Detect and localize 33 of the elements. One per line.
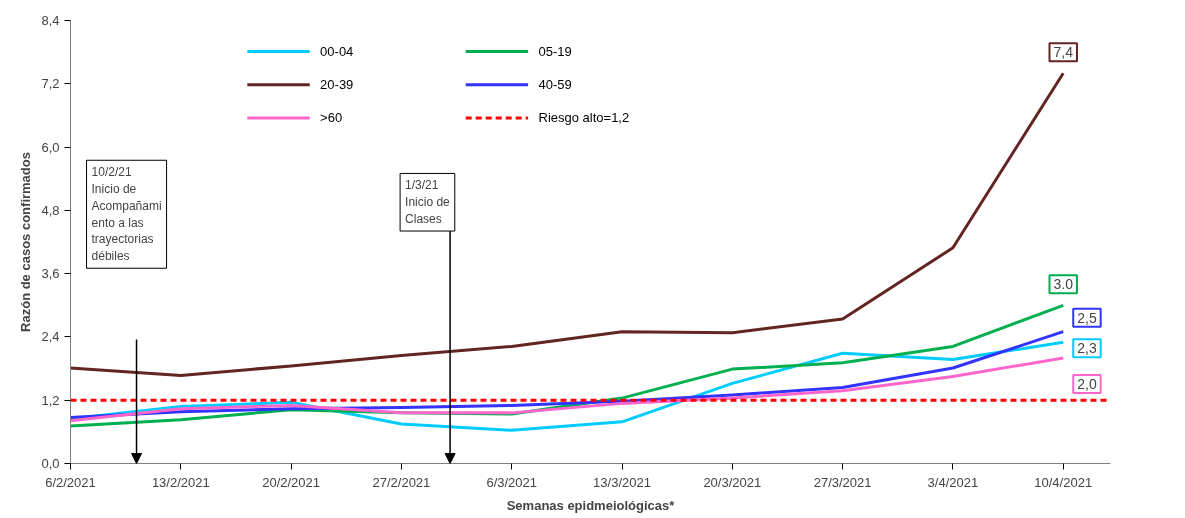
data-label: 2,0	[1077, 376, 1097, 393]
x-tick-label: 13/2/2021	[151, 474, 210, 490]
legend-label: >60	[320, 110, 343, 126]
y-tick-label: 7,2	[41, 76, 60, 92]
legend-label: Riesgo alto=1,2	[538, 110, 630, 126]
legend-label: 00-04	[320, 44, 354, 60]
x-tick-label: 3/4/2021	[927, 474, 979, 490]
y-tick-label: 1,2	[41, 392, 60, 408]
y-tick-label: 6,0	[41, 139, 60, 155]
annotation: 10/2/21 Inicio de Acompañami ento a las trayectorias débiles	[91, 165, 162, 264]
x-tick-label: 27/2/2021	[372, 474, 431, 490]
x-tick-label: 10/4/2021	[1034, 474, 1093, 490]
x-tick-label: 27/3/2021	[813, 474, 872, 490]
y-tick-label: 4,8	[41, 202, 60, 218]
x-tick-label: 13/3/2021	[593, 474, 651, 490]
data-label: 7,4	[1053, 44, 1074, 61]
y-axis-title: Razón de casos confirmados	[18, 152, 34, 332]
y-tick-label: 3,6	[41, 266, 60, 282]
x-tick-label: 20/3/2021	[703, 474, 762, 490]
data-label: 2,5	[1077, 309, 1097, 326]
y-tick-label: 2,4	[41, 329, 60, 345]
data-label: 3.0	[1053, 276, 1074, 293]
annotation: 1/3/21 Inicio de Clases	[405, 178, 451, 227]
x-axis-title: Semanas epidmeiológicas*	[506, 497, 676, 513]
legend-label: 05-19	[538, 44, 572, 60]
y-tick-label: 0,0	[41, 456, 60, 471]
x-tick-label: 6/3/2021	[486, 474, 538, 490]
legend-label: 40-59	[538, 77, 572, 93]
x-tick-label: 20/2/2021	[262, 474, 321, 490]
y-tick-label: 8,4	[41, 13, 60, 28]
legend-label: 20-39	[320, 77, 354, 93]
data-label: 2,3	[1077, 340, 1097, 357]
x-tick-label: 6/2/2021	[45, 474, 96, 490]
